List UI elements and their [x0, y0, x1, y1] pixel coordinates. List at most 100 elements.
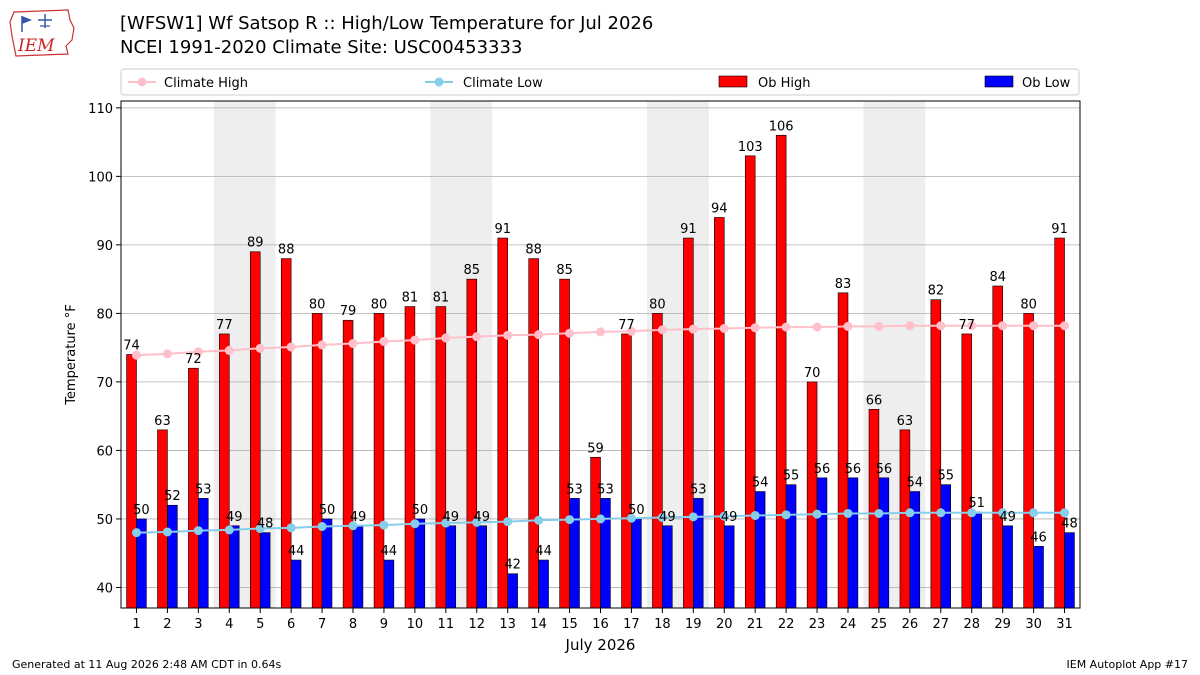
climate-high-point-13 — [503, 330, 513, 340]
x-tick-label-17: 17 — [623, 617, 640, 632]
logo-text: IEM — [17, 36, 55, 56]
label-ob-high-12: 85 — [464, 263, 481, 278]
x-tick-label-4: 4 — [225, 617, 233, 632]
label-ob-low-19: 53 — [690, 482, 707, 497]
label-ob-high-13: 91 — [494, 222, 511, 237]
climate-high-point-31 — [1060, 321, 1070, 331]
climate-high-point-3 — [193, 347, 203, 357]
x-tick-label-5: 5 — [256, 617, 264, 632]
climate-low-point-14 — [534, 515, 544, 525]
label-ob-high-7: 80 — [309, 297, 326, 312]
climate-low-point-18 — [657, 513, 667, 523]
label-ob-low-10: 50 — [412, 503, 429, 518]
label-ob-low-28: 51 — [968, 496, 985, 511]
bar-ob-low-23 — [816, 477, 828, 609]
legend-ob-low-label: Ob Low — [1022, 76, 1071, 91]
label-ob-low-6: 44 — [288, 544, 305, 559]
legend-frame — [120, 68, 1080, 96]
label-ob-low-23: 56 — [814, 462, 831, 477]
bar-ob-high-30 — [1023, 313, 1034, 609]
climate-high-point-27 — [936, 321, 946, 331]
climate-high-point-15 — [565, 328, 575, 338]
label-ob-low-22: 55 — [783, 469, 800, 484]
climate-low-point-20 — [719, 511, 729, 521]
bar-ob-low-31 — [1064, 532, 1075, 609]
bar-ob-high-22 — [775, 134, 787, 609]
climate-low-point-2 — [162, 527, 172, 537]
y-tick-label-110: 110 — [88, 102, 113, 117]
label-ob-low-26: 54 — [907, 476, 924, 491]
legend-climate-high-marker — [137, 77, 147, 87]
label-ob-high-17: 77 — [618, 318, 635, 333]
legend-climate-high-label: Climate High — [164, 76, 248, 91]
label-ob-low-24: 56 — [845, 462, 862, 477]
bar-ob-high-17 — [621, 333, 632, 609]
x-tick-label-10: 10 — [407, 617, 424, 632]
climate-low-point-27 — [936, 508, 946, 518]
climate-low-point-24 — [843, 508, 853, 518]
bar-ob-high-11 — [435, 306, 447, 609]
x-tick-label-16: 16 — [592, 617, 609, 632]
label-ob-high-3: 72 — [185, 352, 202, 367]
climate-high-point-19 — [688, 324, 698, 334]
label-ob-low-5: 48 — [257, 517, 274, 532]
climate-low-point-9 — [379, 520, 389, 530]
label-ob-low-17: 50 — [628, 503, 645, 518]
x-tick-label-9: 9 — [380, 617, 388, 632]
bar-ob-high-23 — [806, 381, 818, 609]
x-tick-label-3: 3 — [194, 617, 202, 632]
climate-low-point-29 — [998, 508, 1008, 518]
legend-ob-low-swatch — [984, 75, 1014, 88]
bar-ob-low-3 — [198, 498, 209, 609]
label-ob-high-25: 66 — [866, 393, 883, 408]
climate-low-point-1 — [131, 528, 141, 538]
bar-ob-low-7 — [321, 518, 333, 609]
x-tick-label-30: 30 — [1025, 617, 1042, 632]
label-ob-high-16: 59 — [587, 441, 604, 456]
label-ob-low-1: 50 — [133, 503, 150, 518]
bar-ob-high-21 — [744, 155, 756, 609]
x-tick-label-13: 13 — [499, 617, 516, 632]
label-ob-high-14: 88 — [525, 243, 542, 258]
bar-ob-high-9 — [373, 313, 385, 609]
label-ob-low-20: 49 — [721, 510, 738, 525]
legend-ob-high: Ob High — [718, 75, 811, 91]
x-tick-label-11: 11 — [438, 617, 455, 632]
label-ob-high-2: 63 — [154, 414, 171, 429]
bar-ob-high-4 — [219, 333, 230, 609]
data-labels: 74 50 63 52 72 53 77 49 89 48 88 44 80 50 79 49 80 44 81 50… — [123, 119, 1078, 572]
x-tick-label-31: 31 — [1056, 617, 1073, 632]
legend-climate-low: Climate Low — [425, 76, 543, 91]
bar-ob-high-5 — [250, 251, 261, 609]
chart-subtitle: NCEI 1991-2020 Climate Site: USC00453333 — [120, 37, 523, 58]
bar-ob-low-8 — [352, 525, 364, 609]
bar-ob-high-7 — [311, 313, 323, 609]
label-ob-high-11: 81 — [433, 291, 450, 306]
label-ob-low-12: 49 — [473, 510, 490, 525]
label-ob-low-29: 49 — [999, 510, 1016, 525]
x-axis-label: July 2026 — [565, 636, 636, 654]
label-ob-high-8: 79 — [340, 304, 357, 319]
climate-high-point-12 — [472, 332, 482, 342]
climate-high-point-8 — [348, 339, 358, 349]
footer-generated: Generated at 11 Aug 2026 2:48 AM CDT in … — [12, 658, 282, 671]
climate-low-point-22 — [781, 510, 791, 520]
x-tick-label-12: 12 — [468, 617, 485, 632]
bar-ob-low-11 — [445, 525, 457, 609]
label-ob-high-21: 103 — [738, 140, 763, 155]
x-tick-label-23: 23 — [809, 617, 826, 632]
label-ob-high-18: 80 — [649, 297, 666, 312]
bar-ob-low-30 — [1033, 546, 1044, 609]
climate-high-point-21 — [750, 323, 760, 333]
label-ob-low-18: 49 — [659, 510, 676, 525]
y-tick-label-80: 80 — [96, 307, 113, 322]
climate-lines — [131, 321, 1070, 538]
climate-high-point-10 — [410, 335, 420, 345]
bar-ob-low-29 — [1002, 525, 1013, 609]
x-tick-label-8: 8 — [349, 617, 357, 632]
bar-ob-low-15 — [569, 498, 580, 609]
label-ob-high-20: 94 — [711, 201, 728, 216]
x-tick-label-27: 27 — [933, 617, 950, 632]
label-ob-low-8: 49 — [350, 510, 367, 525]
